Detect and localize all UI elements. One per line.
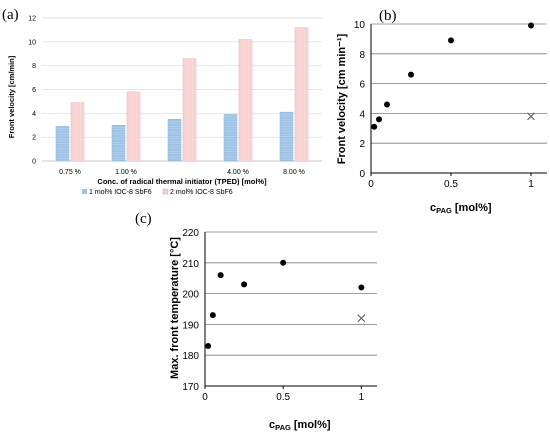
y-tick-label: 200 [182,290,199,301]
chart-b-y-tick-labels: 0 2 4 6 8 10 [354,20,366,180]
y-tick-label: 0 [32,159,36,166]
cross-point [527,112,535,121]
legend-swatch-series-2 [162,188,169,195]
chart-a-gridlines [42,17,322,162]
legend-label-series-1: 1 mol% IOC-8 SbF6 [89,189,152,196]
chart-c-gridlines [204,231,377,389]
chart-c-points [205,259,366,349]
chart-c-y-tick-labels: 170 180 190 200 210 220 [182,228,199,393]
data-point [528,22,534,29]
bar-1-1 [111,125,126,162]
chart-c-x-tick-labels: 0 0.5 1 [202,392,364,403]
y-tick-label: 8 [32,63,36,70]
data-point [408,71,414,78]
x-tick-label: 0.5 [444,179,458,190]
data-point [209,312,216,319]
chart-b-y-axis-title: Front velocity [cm min⁻¹] [336,33,348,164]
y-tick-label: 180 [182,351,199,362]
y-tick-label: 170 [182,382,199,393]
bar-1-3 [223,114,238,162]
chart-a-y-tick-labels: 0 2 4 6 8 10 12 [28,16,36,166]
chart-a-bars [55,27,309,162]
data-point [241,281,248,288]
y-tick-label: 4 [359,109,365,120]
chart-a-bar: 0 2 4 6 8 10 12 0.75 % 1.00 % 4.00 % 8.00 % Front… [7,16,322,196]
chart-b-x-axis-title: cPAG [mol%] [430,202,492,215]
cross-point [357,314,366,323]
panel-label-b: (b) [379,8,397,24]
panel-label-a: (a) [2,7,19,23]
x-tick-label: 0 [202,392,208,403]
x-tick-label: 1 [528,179,534,190]
y-tick-label: 4 [32,111,36,118]
y-tick-label: 6 [32,87,36,94]
y-tick-label: 2 [32,135,36,142]
chart-b-x-tick-labels: 0 0.5 1 [368,179,534,190]
data-point [205,342,212,349]
x-tick-label: 4.00 % [227,169,249,176]
data-point [217,272,224,279]
data-point [384,101,390,108]
y-tick-label: 10 [28,39,36,46]
x-tick-label: 0 [368,179,374,190]
y-tick-label: 190 [182,320,199,331]
legend-swatch-series-1 [82,189,87,194]
chart-a-y-axis-title: Front velocity [cm/min] [7,55,16,138]
data-point [448,37,454,44]
chart-b-points [371,22,535,130]
y-tick-label: 10 [354,20,366,31]
y-tick-label: 12 [28,16,36,23]
x-tick-label: 0.5 [276,392,290,403]
x-tick-label: 8.00 % [283,169,305,176]
x-tick-label: 1 [359,392,365,403]
data-point [371,123,378,130]
y-tick-label: 210 [182,259,199,270]
x-tick-label: 0.75 % [59,169,81,176]
y-tick-label: 6 [359,80,365,91]
data-point [280,259,287,266]
panel-label-c: (c) [135,211,152,227]
x-tick-label: 1.00 % [115,169,137,176]
chart-c-x-axis-title: cPAG [mol%] [269,419,331,432]
chart-c-y-axis-title: Max. front temperature [°C] [169,237,181,379]
bar-1-2 [167,119,182,162]
y-tick-label: 0 [359,169,365,180]
y-tick-label: 220 [182,228,199,239]
chart-b-gridlines [370,23,547,176]
chart-a-x-tick-labels: 0.75 % 1.00 % 4.00 % 8.00 % [59,169,305,176]
y-tick-label: 8 [359,50,365,61]
y-tick-label: 2 [359,139,365,150]
chart-a-legend: 1 mol% IOC-8 SbF6 2 mol% IOC-8 SbF6 [82,188,233,196]
data-point [358,284,365,291]
chart-a-x-axis-title: Conc. of radical thermal initiator (TPED… [97,177,267,186]
data-point [376,116,382,123]
legend-label-series-2: 2 mol% IOC-8 SbF6 [170,189,233,196]
